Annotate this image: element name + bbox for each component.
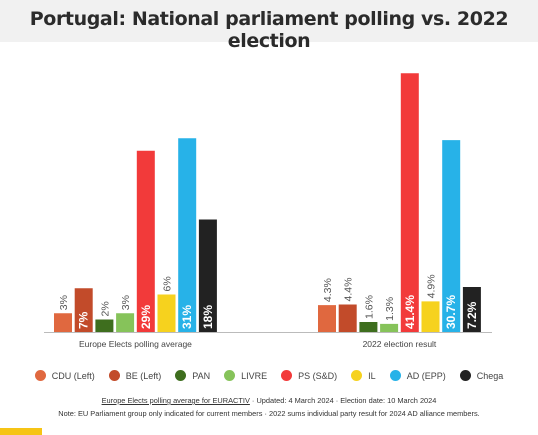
legend-swatch [459,370,471,381]
legend-item: IL [351,370,376,381]
legend-item: BE (Left) [108,370,162,381]
footer-note: Note: EU Parliament group only indicated… [58,409,480,418]
category-label: 2022 election result [363,339,437,349]
bar-value-label: 6% [162,276,174,291]
legend-swatch [175,370,187,381]
bar-livre-0 [116,313,135,332]
bar-value-label: 31% [180,305,194,329]
bar-value-label: 2% [99,301,111,316]
bar-value-label: 4.3% [322,278,334,302]
bar-value-label: 3% [120,295,132,310]
legend-label: Chega [476,370,504,381]
legend-swatch [389,370,401,381]
bar-be-left--1 [338,304,357,332]
bar-value-label: 3% [58,295,70,310]
bar-ad-epp--0 [178,138,197,332]
legend-item: PAN [175,370,210,381]
legend-item: PS (S&D) [281,370,337,381]
bar-ps-s-d--0 [136,150,155,332]
bar-ps-s-d--1 [400,73,419,332]
title-bar [0,0,538,42]
bar-value-label: 1.6% [363,295,375,319]
bar-chega-1 [462,287,481,332]
bar-cdu-left--0 [54,313,72,332]
legend-item: Chega [459,370,504,381]
bar-cdu-left--1 [318,305,336,332]
source-link[interactable]: Europe Elects polling average for EURACT… [101,396,250,405]
legend-label: LIVRE [241,370,268,381]
legend-item: AD (EPP) [389,370,446,381]
bar-il-1 [421,301,440,332]
bar-value-label: 7.2% [465,301,479,329]
legend-swatch [34,370,46,381]
legend-label: AD (EPP) [406,370,446,381]
legend-item: LIVRE [224,370,267,381]
bar-livre-1 [380,323,399,332]
bottom-accent-bar [0,428,42,435]
legend-swatch [108,370,120,381]
legend-item: CDU (Left) [34,370,95,381]
bar-pan-1 [359,322,378,332]
legend-label: CDU (Left) [51,370,95,381]
bar-chega-0 [198,219,217,332]
legend-label: PS (S&D) [298,370,338,381]
bar-il-0 [157,294,176,332]
bar-value-label: 30.7% [444,295,458,329]
bar-value-label: 18% [201,305,215,329]
bar-value-label: 41.4% [403,295,417,329]
legend: CDU (Left) BE (Left) PAN LIVRE PS (S&D) IL AD … [0,370,538,381]
legend-swatch [224,370,236,381]
bar-pan-0 [95,319,114,332]
bar-value-label: 29% [139,305,153,329]
bar-value-label: 1.3% [384,297,396,321]
bar-value-label: 7% [77,311,91,329]
bar-chart: 3% 7% 2% 3% 29% 6% 31% 18% Europe Elects polling… [44,73,492,349]
legend-label: IL [368,370,376,381]
category-label: Europe Elects polling average [79,339,192,349]
legend-swatch [351,370,363,381]
bar-be-left--0 [74,288,93,332]
bar-value-label: 4.4% [343,278,355,302]
legend-label: PAN [192,370,211,381]
footer-update-info: · Updated: 4 March 2024 · Election date:… [249,396,437,405]
legend-swatch [281,370,293,381]
bar-ad-epp--1 [442,140,461,332]
chart-title: Portugal: National parliament polling vs… [29,8,509,52]
legend-label: BE (Left) [125,370,162,381]
footer-source: Europe Elects polling average for EURACT… [0,396,538,405]
bar-value-label: 4.9% [426,274,438,298]
